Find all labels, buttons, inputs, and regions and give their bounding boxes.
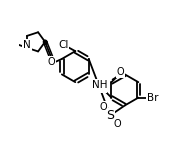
Text: O: O: [113, 119, 121, 129]
Text: Cl: Cl: [58, 40, 68, 50]
Text: O: O: [117, 67, 125, 77]
Text: O: O: [47, 57, 55, 67]
Text: S: S: [106, 109, 114, 122]
Text: O: O: [98, 82, 106, 92]
Text: O: O: [100, 102, 107, 112]
Text: N: N: [23, 40, 31, 50]
Text: NH: NH: [93, 80, 108, 90]
Text: Br: Br: [147, 93, 158, 103]
